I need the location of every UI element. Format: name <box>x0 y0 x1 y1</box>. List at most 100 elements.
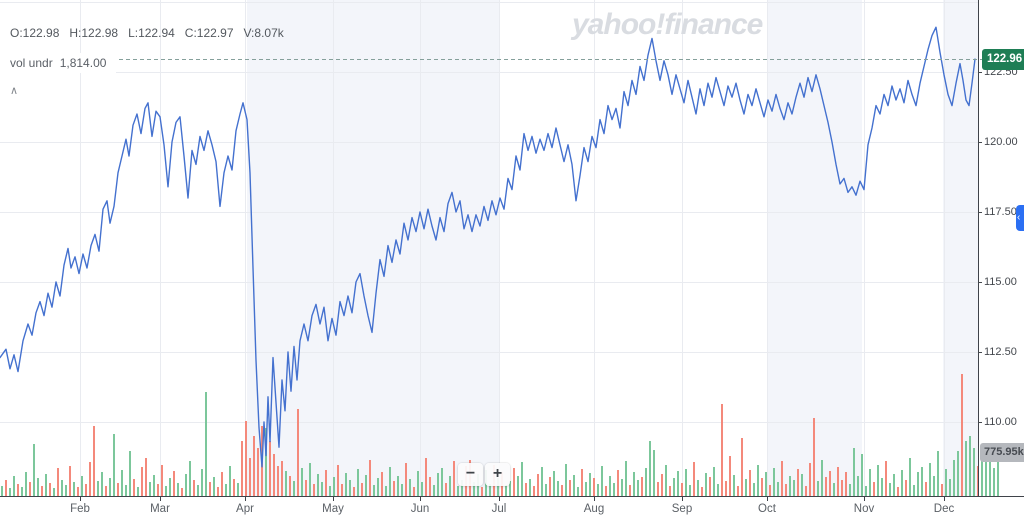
volume-bar <box>457 486 459 496</box>
volume-bar <box>525 483 527 496</box>
volume-bar <box>933 476 935 496</box>
volume-bar <box>213 477 215 496</box>
volume-bar <box>821 460 823 496</box>
y-axis-line <box>978 0 979 497</box>
volume-bar <box>973 448 975 496</box>
volume-bar <box>729 456 731 496</box>
volume-bar <box>921 467 923 496</box>
volume-bar <box>721 404 723 496</box>
side-panel-toggle[interactable]: ‹ <box>1016 205 1024 231</box>
x-axis-tick <box>499 497 500 501</box>
volume-bar <box>249 458 251 496</box>
volume-bar <box>241 441 243 496</box>
volume-bar <box>633 472 635 496</box>
volume-bar <box>665 465 667 496</box>
shaded-quarter-band <box>247 0 499 497</box>
volume-bars-layer <box>1 374 999 496</box>
horizontal-gridline <box>0 422 978 423</box>
volume-bar <box>733 475 735 496</box>
x-axis-tick <box>864 497 865 501</box>
volume-bar <box>33 444 35 496</box>
volume-bar <box>793 480 795 496</box>
y-axis-label: 112.50 <box>984 346 1017 358</box>
volume-bar <box>73 482 75 496</box>
volume-bar <box>473 482 475 496</box>
volume-bar <box>5 480 7 496</box>
volume-bar <box>425 458 427 496</box>
volume-bar <box>685 469 687 496</box>
volume-bar <box>809 463 811 496</box>
volume-bar <box>741 438 743 496</box>
volume-bar <box>421 482 423 496</box>
volume-bar <box>517 476 519 496</box>
volume-bar <box>581 469 583 496</box>
volume-bar <box>573 475 575 496</box>
volume-bar <box>209 482 211 496</box>
vertical-gridline <box>499 0 500 497</box>
volume-bar <box>13 476 15 496</box>
volume-bar <box>189 461 191 496</box>
volume-bar <box>245 421 247 496</box>
volume-bar <box>185 474 187 496</box>
volume-bar <box>337 465 339 496</box>
volume-bar <box>221 472 223 496</box>
plot-area[interactable]: yahoo!finance <box>0 0 1024 497</box>
volume-bar <box>317 474 319 496</box>
y-axis-tick <box>978 72 982 73</box>
volume-bar <box>117 483 119 496</box>
volume-bar <box>805 486 807 496</box>
volume-bar <box>865 486 867 496</box>
collapse-panel-icon[interactable]: ∧ <box>10 85 19 97</box>
volume-bar <box>181 488 183 496</box>
volume-bar <box>25 472 27 496</box>
volume-bar <box>637 480 639 496</box>
volume-bar <box>965 441 967 496</box>
volume-bar <box>289 476 291 496</box>
volume-bar <box>837 467 839 496</box>
volume-bar <box>981 454 983 496</box>
volume-bar <box>601 466 603 496</box>
y-axis-tick <box>978 422 982 423</box>
current-price-dashed-line <box>0 59 1024 60</box>
vertical-gridline <box>767 0 768 497</box>
volume-bar <box>449 476 451 496</box>
chevron-left-icon: ‹ <box>1017 212 1021 223</box>
volume-bar <box>861 454 863 496</box>
volume-bar <box>1 486 3 496</box>
volume-bar <box>305 480 307 496</box>
vertical-gridline <box>160 0 161 497</box>
volume-bar <box>653 450 655 496</box>
volume-bar <box>93 426 95 496</box>
volume-bar <box>445 483 447 496</box>
current-volume-badge: 775.95k <box>980 443 1024 462</box>
volume-bar <box>397 476 399 496</box>
volume-bar <box>569 480 571 496</box>
ohlc-open: O:122.98 <box>10 26 60 40</box>
vertical-gridline <box>944 0 945 497</box>
volume-bar <box>553 471 555 496</box>
volume-bar <box>605 486 607 496</box>
volume-bar <box>845 472 847 496</box>
volume-bar <box>557 481 559 496</box>
volume-bar <box>281 461 283 496</box>
volume-bar <box>881 478 883 496</box>
volume-bar <box>313 484 315 496</box>
zoom-in-button[interactable]: + <box>485 463 510 486</box>
volume-bar <box>77 487 79 496</box>
volume-bar <box>521 462 523 496</box>
volume-bar <box>45 474 47 496</box>
volume-bar <box>357 469 359 496</box>
volume-bar <box>769 485 771 496</box>
volume-bar <box>709 477 711 496</box>
volume-bar <box>277 466 279 496</box>
volume-bar <box>333 477 335 496</box>
volume-bar <box>69 466 71 496</box>
zoom-out-button[interactable]: − <box>458 463 483 486</box>
x-axis-tick <box>767 497 768 501</box>
volume-bar <box>597 484 599 496</box>
volume-bar <box>673 478 675 496</box>
horizontal-gridline <box>0 352 978 353</box>
volume-bar <box>41 486 43 496</box>
vertical-gridline <box>80 0 81 497</box>
volume-bar <box>985 461 987 496</box>
